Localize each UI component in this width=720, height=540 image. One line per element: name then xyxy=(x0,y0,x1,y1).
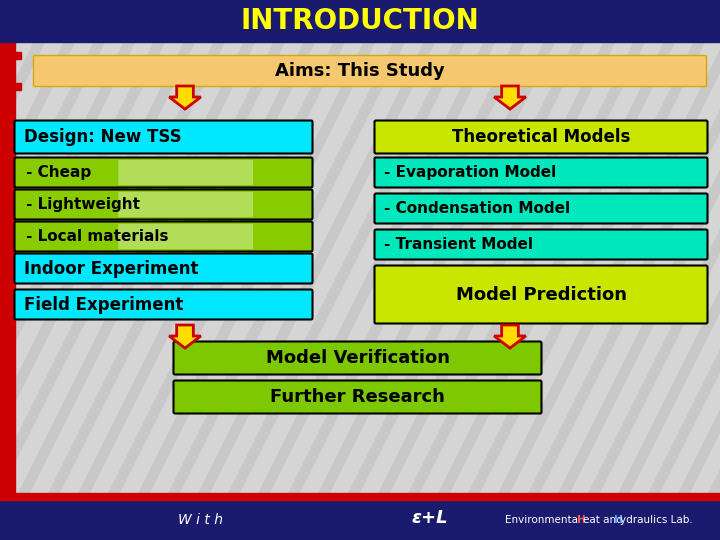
Text: Theoretical Models: Theoretical Models xyxy=(452,128,630,146)
Polygon shape xyxy=(90,42,333,493)
Polygon shape xyxy=(0,42,184,493)
FancyBboxPatch shape xyxy=(374,230,708,260)
Polygon shape xyxy=(169,325,201,348)
Polygon shape xyxy=(270,42,513,493)
Polygon shape xyxy=(330,42,574,493)
Polygon shape xyxy=(240,42,484,493)
Polygon shape xyxy=(180,42,423,493)
FancyBboxPatch shape xyxy=(34,56,706,86)
Text: Model Prediction: Model Prediction xyxy=(456,286,626,303)
FancyBboxPatch shape xyxy=(14,190,312,219)
Polygon shape xyxy=(450,42,693,493)
Bar xyxy=(14,52,21,59)
Text: Environmental: Environmental xyxy=(505,515,584,525)
Polygon shape xyxy=(480,42,720,493)
FancyBboxPatch shape xyxy=(374,158,708,187)
Polygon shape xyxy=(630,42,720,493)
Text: - Condensation Model: - Condensation Model xyxy=(384,201,570,216)
FancyBboxPatch shape xyxy=(174,341,541,375)
Text: ε+L: ε+L xyxy=(412,509,449,527)
FancyBboxPatch shape xyxy=(118,224,253,249)
Text: - Evaporation Model: - Evaporation Model xyxy=(384,165,557,180)
Text: Model Verification: Model Verification xyxy=(266,349,449,367)
Text: INTRODUCTION: INTRODUCTION xyxy=(240,7,480,35)
Polygon shape xyxy=(0,42,94,493)
Text: eat and: eat and xyxy=(583,515,626,525)
FancyBboxPatch shape xyxy=(374,266,708,323)
Text: - Local materials: - Local materials xyxy=(26,229,168,244)
FancyBboxPatch shape xyxy=(14,221,312,252)
Text: - Transient Model: - Transient Model xyxy=(384,237,533,252)
Polygon shape xyxy=(210,42,454,493)
Polygon shape xyxy=(150,42,394,493)
Text: - Lightweight: - Lightweight xyxy=(26,197,140,212)
FancyBboxPatch shape xyxy=(118,192,253,217)
FancyBboxPatch shape xyxy=(118,160,253,185)
Polygon shape xyxy=(30,42,274,493)
Polygon shape xyxy=(390,42,634,493)
Polygon shape xyxy=(690,42,720,493)
FancyBboxPatch shape xyxy=(14,158,312,187)
Text: ydraulics Lab.: ydraulics Lab. xyxy=(620,515,693,525)
Text: W i t h: W i t h xyxy=(178,513,222,527)
Polygon shape xyxy=(0,42,34,493)
Polygon shape xyxy=(494,325,526,348)
Bar xyxy=(0,493,720,500)
Polygon shape xyxy=(0,42,63,493)
FancyBboxPatch shape xyxy=(374,120,708,153)
Polygon shape xyxy=(540,42,720,493)
Polygon shape xyxy=(60,42,304,493)
Polygon shape xyxy=(600,42,720,493)
Polygon shape xyxy=(420,42,664,493)
Polygon shape xyxy=(360,42,603,493)
Polygon shape xyxy=(169,86,201,109)
Text: - Cheap: - Cheap xyxy=(26,165,91,180)
Polygon shape xyxy=(570,42,720,493)
Polygon shape xyxy=(0,42,124,493)
Polygon shape xyxy=(660,42,720,493)
FancyBboxPatch shape xyxy=(14,253,312,284)
Polygon shape xyxy=(0,42,214,493)
Polygon shape xyxy=(0,42,153,493)
Text: Further Research: Further Research xyxy=(270,388,445,406)
Text: Aims: This Study: Aims: This Study xyxy=(275,62,445,80)
Text: Field Experiment: Field Experiment xyxy=(24,295,184,314)
FancyBboxPatch shape xyxy=(14,289,312,320)
Polygon shape xyxy=(510,42,720,493)
Bar xyxy=(0,42,15,493)
Bar xyxy=(14,83,21,90)
Polygon shape xyxy=(0,42,243,493)
Bar xyxy=(0,500,720,540)
Polygon shape xyxy=(300,42,544,493)
Bar xyxy=(0,0,720,42)
Text: Design: New TSS: Design: New TSS xyxy=(24,128,181,146)
Text: Indoor Experiment: Indoor Experiment xyxy=(24,260,199,278)
Text: H: H xyxy=(577,515,586,525)
Polygon shape xyxy=(120,42,364,493)
Polygon shape xyxy=(494,86,526,109)
Text: H: H xyxy=(614,515,623,525)
Polygon shape xyxy=(0,42,4,493)
Bar xyxy=(0,42,720,493)
FancyBboxPatch shape xyxy=(374,193,708,224)
FancyBboxPatch shape xyxy=(174,381,541,414)
FancyBboxPatch shape xyxy=(14,120,312,153)
